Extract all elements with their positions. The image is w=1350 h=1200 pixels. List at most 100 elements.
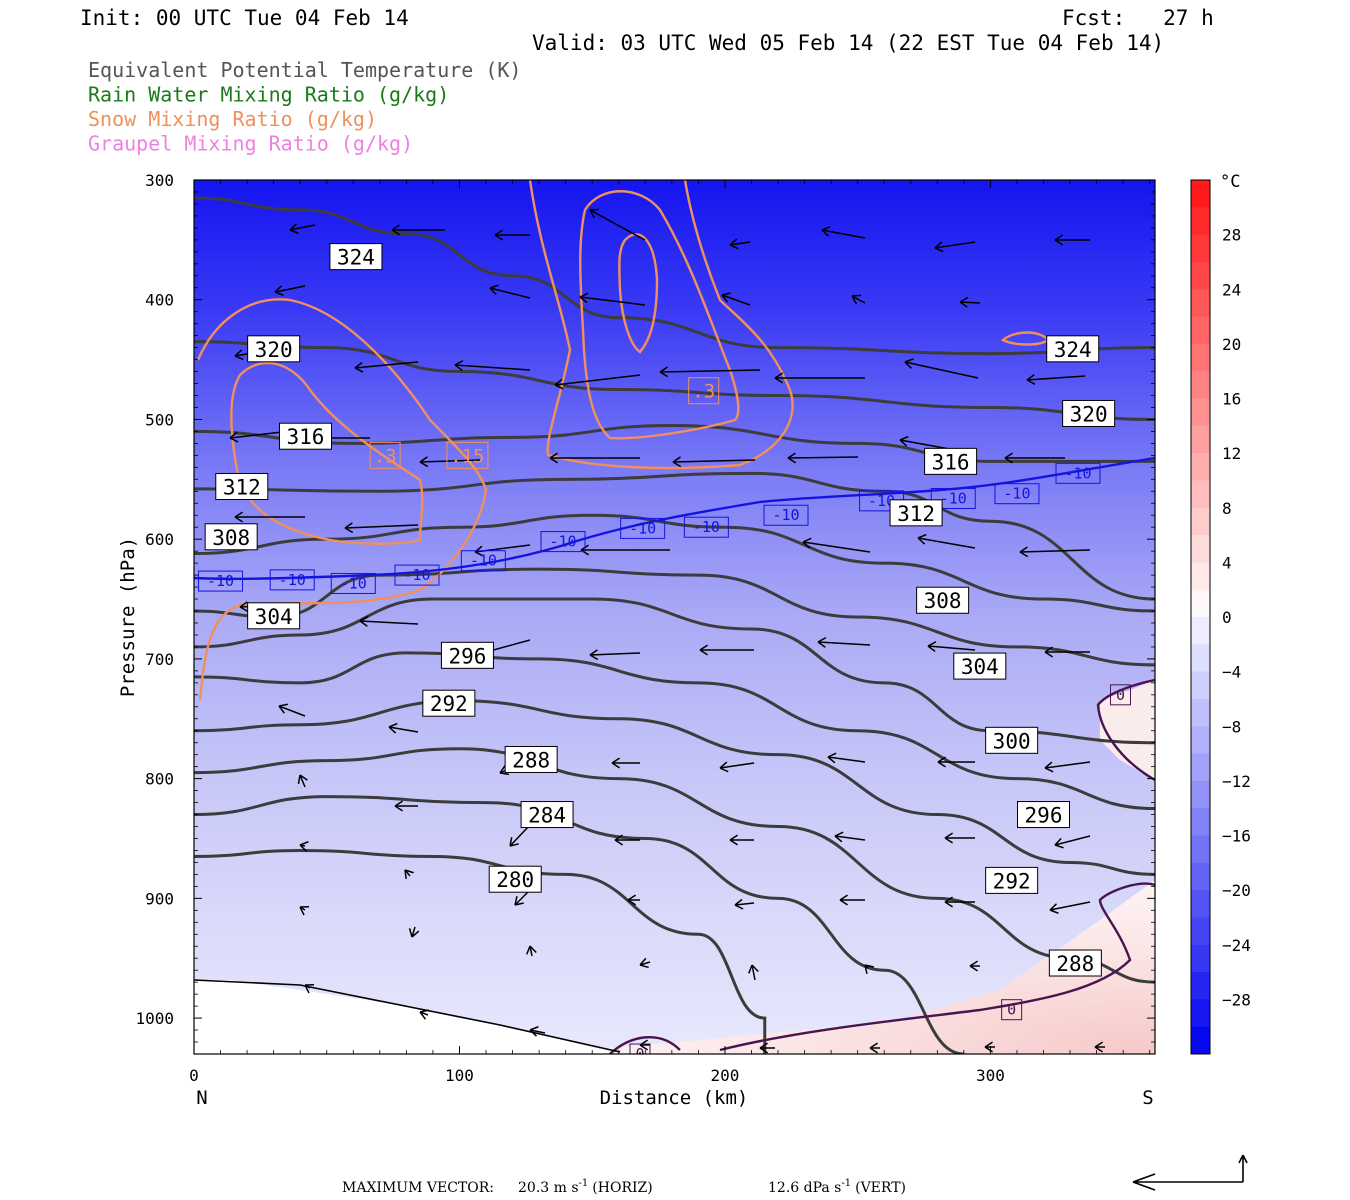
- colorbar-tick-label: −16: [1222, 827, 1251, 846]
- theta-e-labels: 324 324 320 320 316 316 312 312 308 308 304 304 296 2…: [204, 243, 1116, 977]
- colorbar-step: [1191, 453, 1210, 481]
- wind-vector: [274, 285, 306, 296]
- theta-e-label: 312: [897, 502, 935, 526]
- isotherm-label-box: [683, 516, 729, 538]
- wind-vector: [344, 522, 419, 534]
- theta-e-contour-288: [194, 747, 1155, 984]
- wind-vector: [787, 452, 859, 464]
- max-vector-vert: 12.6 dPa s: [768, 1180, 841, 1196]
- isotherm-label-box: [763, 504, 809, 526]
- isotherm-label: -10: [693, 518, 720, 536]
- wind-vector: [454, 360, 531, 371]
- theta-e-label-box: [953, 652, 1007, 680]
- isotherm-label: -10: [629, 519, 656, 537]
- theta-e-label: 324: [337, 246, 375, 270]
- wind-vector: [821, 225, 866, 239]
- colorbar-tick-label: 24: [1222, 280, 1241, 299]
- wind-vector: [489, 284, 531, 299]
- colorbar-tick-label: −12: [1222, 772, 1251, 791]
- ground-region: [194, 980, 620, 1054]
- theta-e-label-box: [247, 335, 301, 363]
- theta-e-label-box: [422, 689, 476, 717]
- wind-vector: [721, 292, 751, 306]
- theta-e-label-box: [329, 243, 383, 271]
- horiz-max-arrow: [1132, 1173, 1243, 1191]
- colorbar-step: [1191, 234, 1210, 263]
- wind-vector: [1026, 374, 1086, 385]
- isotherm-labels: -10 -10 -10 -10 -10 -10 -10 -10 -10 -10 -10 -10 -10 0…: [198, 462, 1131, 1054]
- theta-e-label: 296: [448, 644, 486, 668]
- terrain-line: [194, 979, 621, 1053]
- theta-e-label-box: [488, 865, 542, 893]
- isotherm-label: -10: [279, 571, 306, 589]
- colorbar-step: [1191, 289, 1210, 318]
- legend-entry: Snow Mixing Ratio (g/kg): [88, 107, 377, 131]
- isotherm-zero-bottom: [609, 882, 1155, 1054]
- isotherm-label: 0: [1007, 1001, 1016, 1019]
- x-tick-label: 100: [445, 1066, 474, 1085]
- theta-e-label: 308: [212, 526, 250, 550]
- isotherm-label: -10: [207, 572, 234, 590]
- theta-e-label-box: [985, 726, 1039, 754]
- colorbar-step: [1191, 944, 1210, 973]
- axes: 300 400 500 600 700 800 900 1000 0 100 200 300: [135, 171, 1155, 1085]
- legend-entry: Graupel Mixing Ratio (g/kg): [88, 132, 413, 156]
- colorbar-tick-label: 16: [1222, 390, 1241, 409]
- colorbar-frame: [1190, 179, 1211, 1055]
- theta-e-contour-292: [194, 699, 1155, 876]
- wind-vector: [579, 292, 646, 306]
- theta-e-label: 320: [1070, 402, 1108, 426]
- wind-vector: [817, 636, 871, 648]
- isotherm-label-box: [394, 564, 440, 586]
- wind-vector: [304, 984, 315, 994]
- colorbar-tick-label: −4: [1222, 663, 1241, 682]
- colorbar-tick-label: −20: [1222, 881, 1251, 900]
- wind-vector: [748, 964, 759, 981]
- wind-vector: [1094, 1041, 1105, 1053]
- colorbar-tick-label: 28: [1222, 226, 1241, 245]
- wind-vector: [554, 374, 641, 390]
- plot-frame: [193, 179, 1156, 1055]
- x-tick-label: 300: [976, 1066, 1005, 1085]
- isotherm-label-box: [198, 570, 244, 592]
- wind-vector: [802, 537, 871, 553]
- theta-e-label: 296: [1025, 804, 1063, 828]
- wind-vector: [934, 241, 976, 253]
- theta-e-label: 304: [961, 655, 999, 679]
- colorbar-step: [1191, 999, 1210, 1028]
- theta-e-contour-312: [194, 471, 1155, 601]
- snow-label-box: [369, 441, 401, 469]
- theta-e-label: 288: [1056, 952, 1094, 976]
- theta-e-contour-300: [194, 597, 1155, 745]
- wind-vector: [494, 229, 530, 241]
- snow-label: .15: [450, 445, 484, 467]
- colorbar-step: [1191, 261, 1210, 290]
- colorbar-step: [1191, 180, 1210, 208]
- theta-e-label: 304: [255, 605, 293, 629]
- colorbar-tick-label: 4: [1222, 553, 1232, 572]
- isotherm-label-box: [330, 572, 376, 594]
- y-tick-label: 600: [145, 530, 174, 549]
- colorbar-step: [1191, 862, 1210, 891]
- y-tick-label: 700: [145, 650, 174, 669]
- wind-vector: [827, 752, 866, 764]
- y-tick-label: 1000: [135, 1009, 174, 1028]
- wind-vector: [1044, 646, 1090, 658]
- wind-vector: [839, 894, 865, 906]
- wind-vector: [864, 964, 874, 974]
- wind-vector: [969, 960, 980, 972]
- snow-label-box: [688, 377, 720, 405]
- theta-e-label: 308: [924, 589, 962, 613]
- x-tick-label: 0: [189, 1066, 199, 1085]
- colorbar-tick-label: −8: [1222, 717, 1241, 736]
- snow-contour-core: [618, 233, 659, 354]
- theta-e-contours: [194, 196, 1155, 1054]
- wind-vector: [959, 296, 981, 308]
- max-vector-vert-label: (VERT): [855, 1180, 906, 1196]
- colorbar-tick-label: 8: [1222, 499, 1232, 518]
- max-vector-footer: MAXIMUM VECTOR: 20.3 m s-1 (HORIZ) 12.6 d…: [342, 1178, 906, 1196]
- theta-e-label: 288: [512, 748, 550, 772]
- wind-vector: [904, 358, 979, 379]
- colorbar-step: [1191, 562, 1210, 591]
